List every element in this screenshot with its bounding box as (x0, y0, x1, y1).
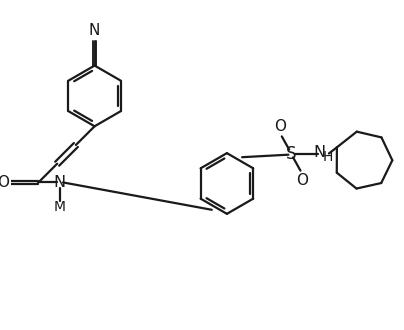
Text: H: H (323, 149, 333, 164)
Text: N: N (54, 175, 66, 190)
Text: O: O (296, 173, 308, 188)
Text: S: S (286, 145, 297, 162)
Text: M: M (54, 200, 66, 214)
Text: O: O (274, 119, 286, 134)
Text: N: N (89, 23, 100, 38)
Text: O: O (0, 175, 9, 190)
Text: N: N (314, 145, 326, 160)
